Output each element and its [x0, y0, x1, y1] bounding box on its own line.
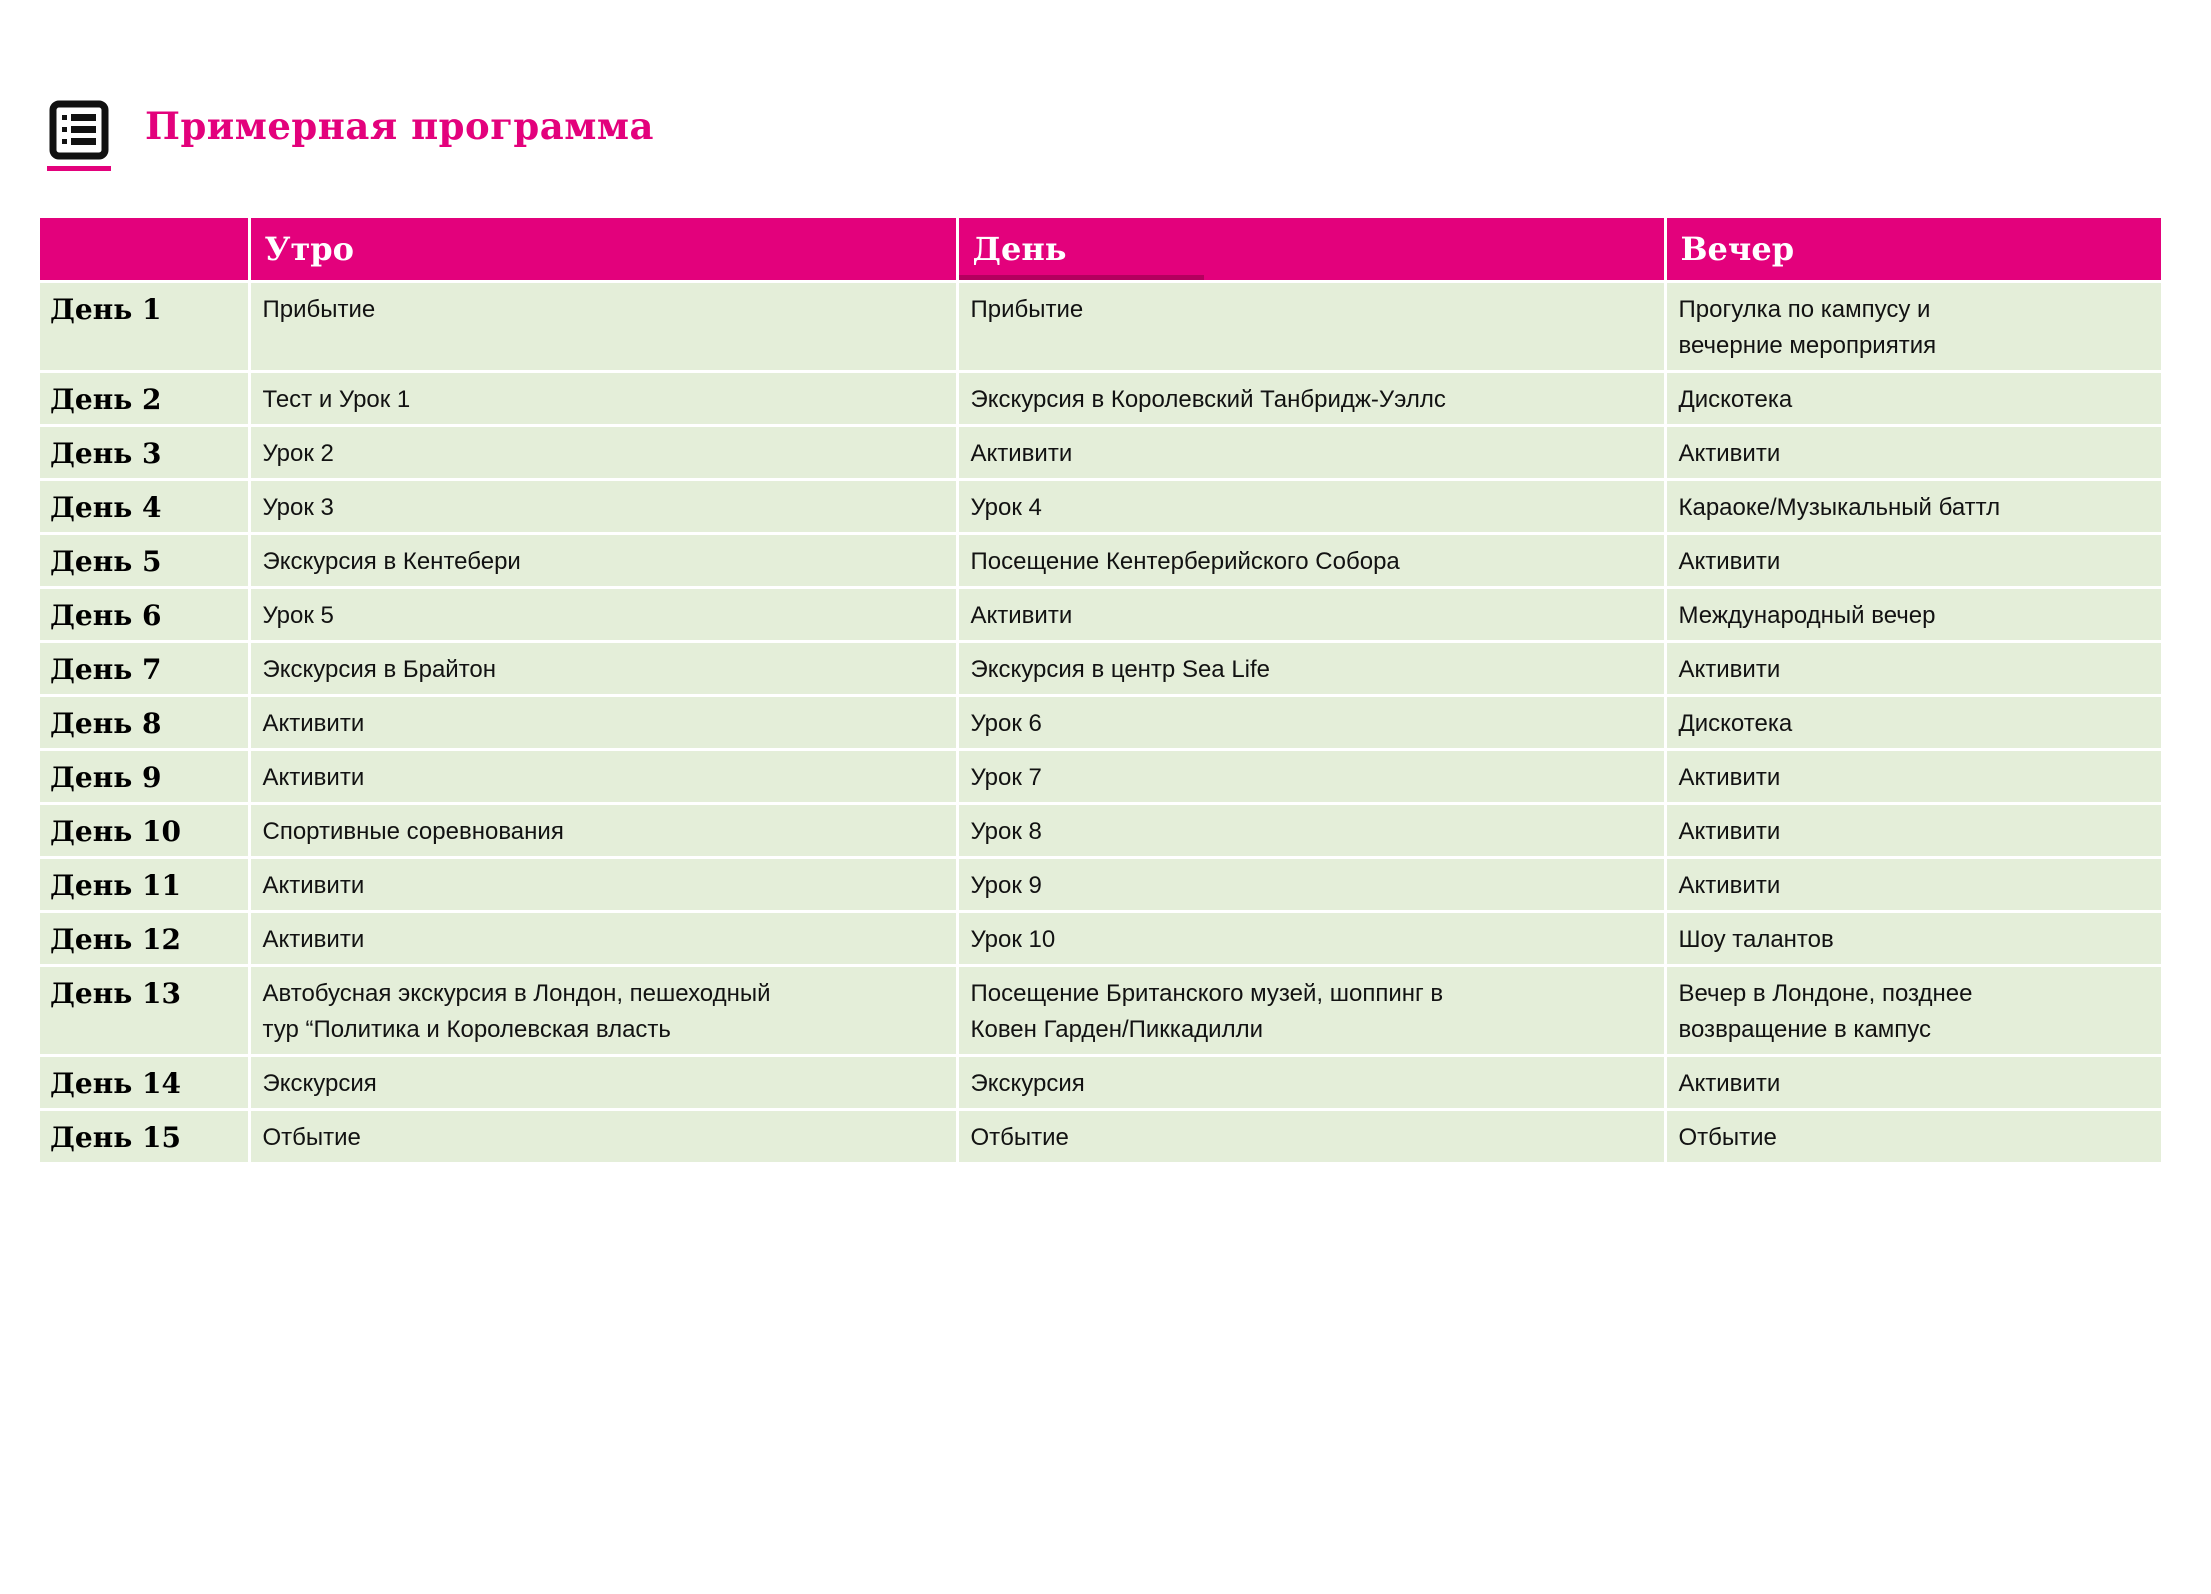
day-label: День 2 — [40, 371, 251, 427]
evening-cell: Активити — [1665, 1055, 2161, 1111]
morning-cell: Тест и Урок 1 — [249, 371, 959, 427]
evening-cell: Активити — [1665, 803, 2161, 859]
section-header: Примерная программа — [47, 100, 654, 171]
morning-cell: Отбытие — [249, 1109, 959, 1165]
day-label: День 11 — [40, 857, 251, 913]
day-label: День 7 — [40, 641, 251, 697]
afternoon-cell: Отбытие — [957, 1109, 1667, 1165]
evening-cell: Активити — [1665, 425, 2161, 481]
afternoon-cell: Экскурсия в центр Sea Life — [957, 641, 1667, 697]
header-afternoon-label: День — [972, 230, 1067, 268]
day-label: День 15 — [40, 1109, 251, 1165]
afternoon-cell: Экскурсия в Королевский Танбридж-Уэллс — [957, 371, 1667, 427]
morning-cell: Урок 2 — [249, 425, 959, 481]
afternoon-cell: Прибытие — [957, 281, 1667, 373]
day-label: День 13 — [40, 965, 251, 1057]
day-label: День 9 — [40, 749, 251, 805]
afternoon-cell: Урок 9 — [957, 857, 1667, 913]
table-row: День 1 Прибытие Прибытие Прогулка по кампус… — [40, 281, 2161, 373]
table-row: День 11 Активити Урок 9 Активити — [40, 857, 2161, 913]
table-row: День 6 Урок 5 Активити Международный вечер — [40, 587, 2161, 643]
evening-cell: Шоу талантов — [1665, 911, 2161, 967]
evening-cell: Активити — [1665, 857, 2161, 913]
table-row: День 10 Спортивные соревнования Урок 8 Акти… — [40, 803, 2161, 859]
icon-underline — [47, 166, 111, 171]
header-empty-cell — [40, 218, 251, 283]
table-row: День 13 Автобусная экскурсия в Лондон, пе… — [40, 965, 2161, 1057]
table-row: День 5 Экскурсия в Кентебери Посещение Кен… — [40, 533, 2161, 589]
table-row: День 15 Отбытие Отбытие Отбытие — [40, 1109, 2161, 1165]
afternoon-cell: Посещение Кентерберийского Собора — [957, 533, 1667, 589]
morning-cell: Экскурсия в Брайтон — [249, 641, 959, 697]
morning-cell: Урок 5 — [249, 587, 959, 643]
program-table: Утро День Вечер День 1 Прибытие Прибытие Пр… — [40, 218, 2161, 1165]
day-label: День 14 — [40, 1055, 251, 1111]
header-underline-artifact — [958, 275, 1204, 280]
morning-cell: Активити — [249, 695, 959, 751]
table-row: День 7 Экскурсия в Брайтон Экскурсия в цен… — [40, 641, 2161, 697]
evening-cell: Дискотека — [1665, 695, 2161, 751]
day-label: День 6 — [40, 587, 251, 643]
day-label: День 5 — [40, 533, 251, 589]
table-row: День 8 Активити Урок 6 Дискотека — [40, 695, 2161, 751]
list-icon — [47, 100, 111, 171]
header-morning: Утро — [249, 218, 959, 283]
evening-cell: Дискотека — [1665, 371, 2161, 427]
afternoon-cell: Урок 4 — [957, 479, 1667, 535]
day-label: День 10 — [40, 803, 251, 859]
evening-cell: Активити — [1665, 533, 2161, 589]
afternoon-cell: Экскурсия — [957, 1055, 1667, 1111]
morning-cell: Экскурсия — [249, 1055, 959, 1111]
header-afternoon: День — [957, 218, 1667, 283]
header-evening: Вечер — [1665, 218, 2161, 283]
evening-cell: Прогулка по кампусу и вечерние мероприят… — [1665, 281, 2161, 373]
morning-cell: Экскурсия в Кентебери — [249, 533, 959, 589]
morning-cell: Автобусная экскурсия в Лондон, пешеходны… — [249, 965, 959, 1057]
afternoon-cell: Урок 7 — [957, 749, 1667, 805]
day-label: День 3 — [40, 425, 251, 481]
afternoon-cell: Урок 10 — [957, 911, 1667, 967]
evening-cell: Отбытие — [1665, 1109, 2161, 1165]
header-morning-label: Утро — [264, 230, 355, 268]
afternoon-cell: Урок 8 — [957, 803, 1667, 859]
morning-cell: Активити — [249, 911, 959, 967]
day-label: День 8 — [40, 695, 251, 751]
morning-cell: Урок 3 — [249, 479, 959, 535]
evening-cell: Международный вечер — [1665, 587, 2161, 643]
evening-cell: Активити — [1665, 641, 2161, 697]
afternoon-cell: Посещение Британского музей, шоппинг в К… — [957, 965, 1667, 1057]
header-row: Утро День Вечер — [40, 218, 2161, 283]
evening-cell: Караоке/Музыкальный баттл — [1665, 479, 2161, 535]
list-icon-glyph — [49, 100, 109, 160]
header-evening-label: Вечер — [1680, 230, 1795, 268]
afternoon-cell: Активити — [957, 425, 1667, 481]
morning-cell: Прибытие — [249, 281, 959, 373]
table-row: День 14 Экскурсия Экскурсия Активити — [40, 1055, 2161, 1111]
day-label: День 12 — [40, 911, 251, 967]
afternoon-cell: Урок 6 — [957, 695, 1667, 751]
day-label: День 4 — [40, 479, 251, 535]
afternoon-cell: Активити — [957, 587, 1667, 643]
table-row: День 9 Активити Урок 7 Активити — [40, 749, 2161, 805]
morning-cell: Активити — [249, 857, 959, 913]
table-row: День 3 Урок 2 Активити Активити — [40, 425, 2161, 481]
evening-cell: Активити — [1665, 749, 2161, 805]
table-row: День 12 Активити Урок 10 Шоу талантов — [40, 911, 2161, 967]
table-row: День 4 Урок 3 Урок 4 Караоке/Музыкальный ба… — [40, 479, 2161, 535]
morning-cell: Спортивные соревнования — [249, 803, 959, 859]
evening-cell: Вечер в Лондоне, позднее возвращение в к… — [1665, 965, 2161, 1057]
day-label: День 1 — [40, 281, 251, 373]
morning-cell: Активити — [249, 749, 959, 805]
table-row: День 2 Тест и Урок 1 Экскурсия в Королевск… — [40, 371, 2161, 427]
page-title: Примерная программа — [145, 104, 654, 148]
